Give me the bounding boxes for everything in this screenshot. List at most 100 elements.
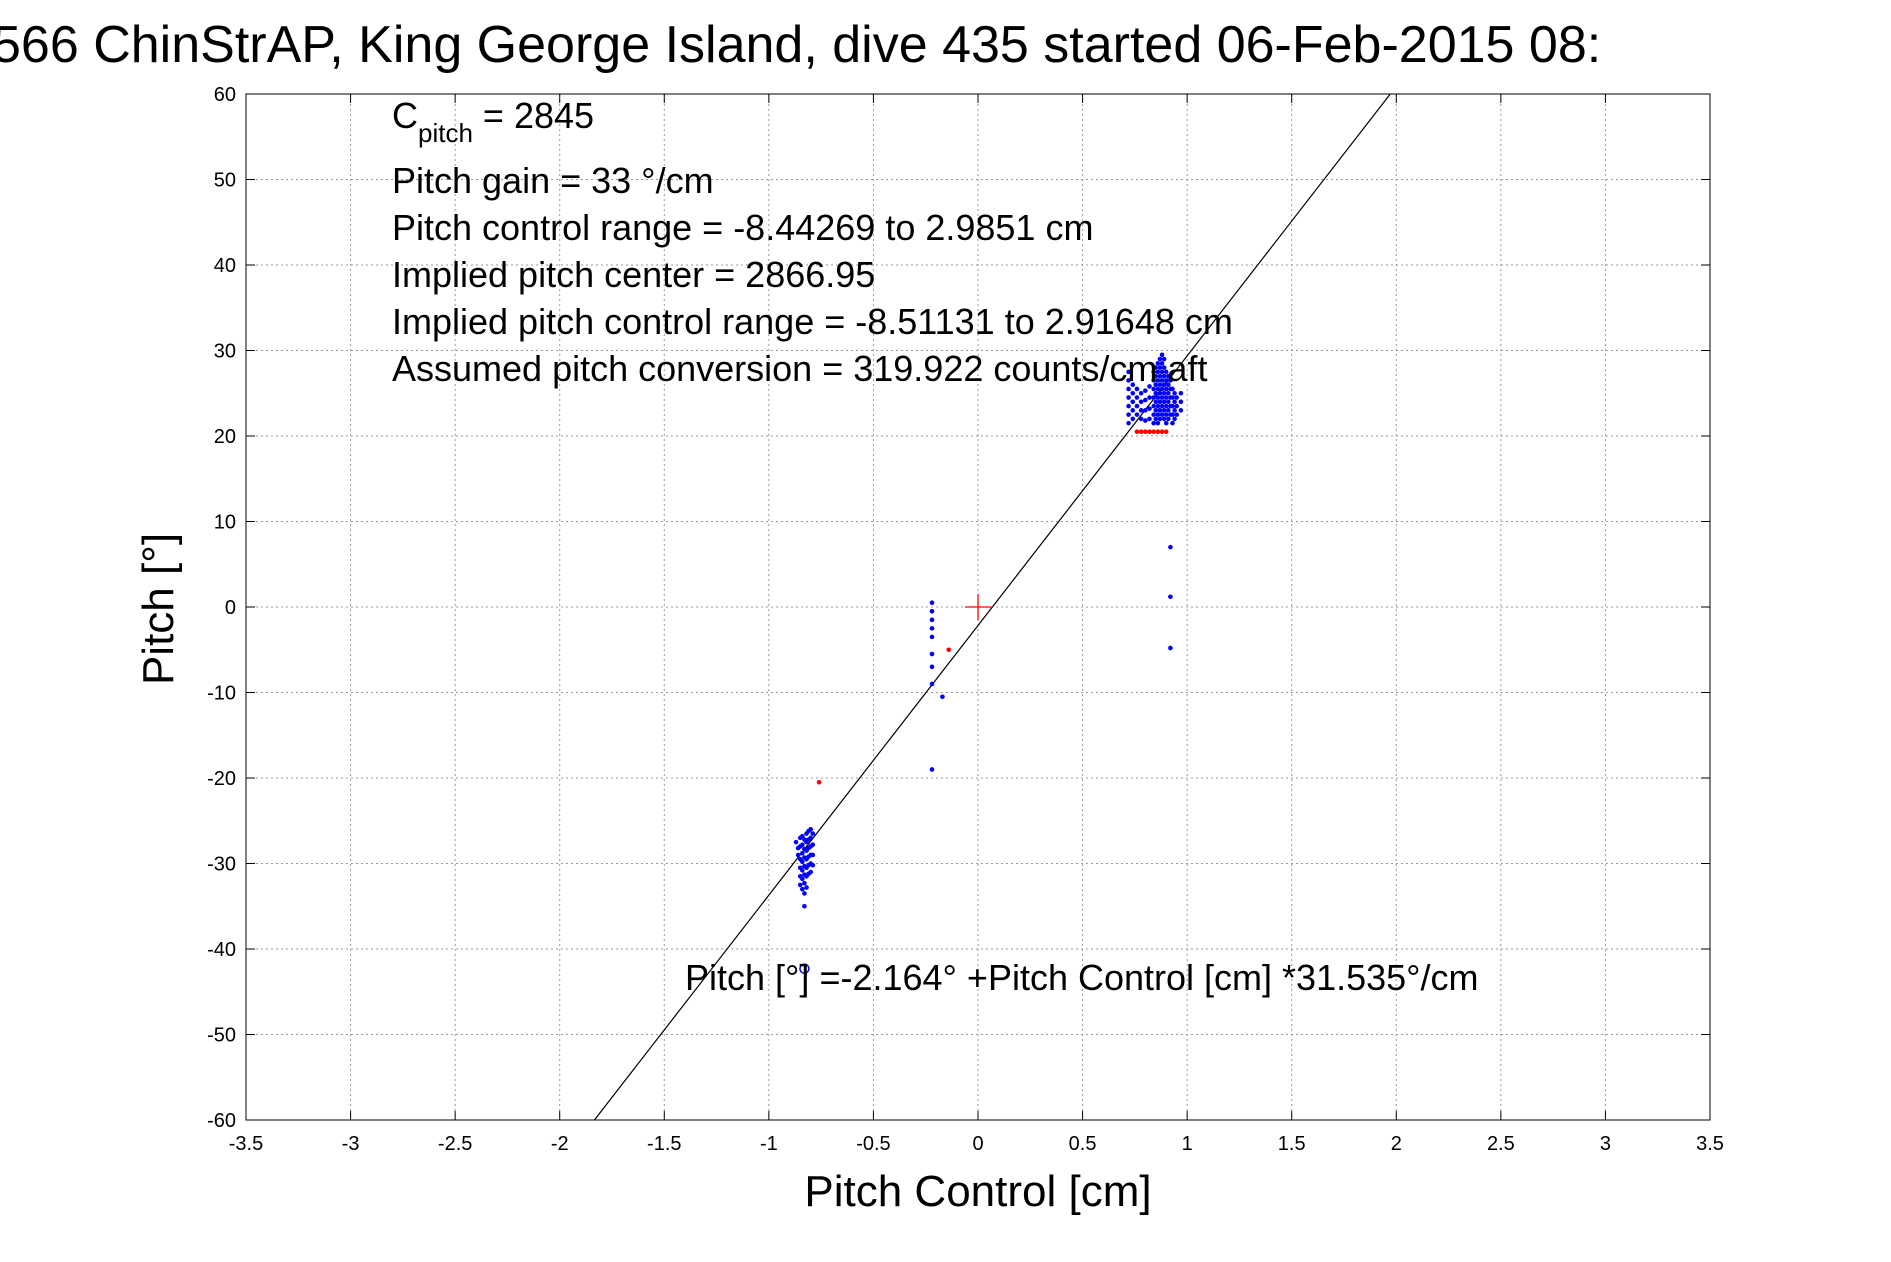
data-point-blue [1178, 399, 1184, 405]
x-tick-label: -1 [760, 1133, 778, 1155]
data-point-red [1151, 429, 1156, 435]
data-point-blue [1163, 420, 1169, 426]
pitch-gain-annotation: Pitch gain = 33 °/cm [392, 160, 714, 201]
data-point-blue [800, 868, 805, 873]
data-point-blue [800, 886, 805, 892]
fit-equation: Pitch [°] =-2.164° +Pitch Control [cm] *… [685, 957, 1479, 998]
data-point-blue [1159, 352, 1165, 358]
x-tick-label: 3 [1600, 1133, 1611, 1155]
data-point-blue [810, 862, 816, 868]
data-point-blue [1161, 373, 1167, 379]
data-point-blue [793, 839, 799, 845]
data-point-blue [804, 885, 809, 890]
data-point-blue [1134, 412, 1140, 417]
data-point-blue [1163, 378, 1169, 383]
data-point-red [946, 647, 952, 653]
fit-line [593, 93, 1391, 1121]
data-point-blue [808, 835, 813, 841]
data-point-blue [1155, 403, 1161, 409]
data-point-blue [1126, 403, 1131, 409]
data-point-blue [1163, 386, 1169, 392]
data-point-blue [940, 694, 945, 700]
data-point-blue [810, 852, 816, 858]
x-tick-label: -2.5 [438, 1133, 472, 1155]
data-point-blue [1126, 395, 1131, 400]
y-tick-label: -50 [207, 1025, 236, 1047]
data-point-blue [1155, 395, 1161, 400]
data-point-blue [1163, 395, 1169, 400]
fit-line-group [593, 93, 1391, 1121]
data-point-blue [1151, 412, 1156, 417]
x-tick-label: 2 [1391, 1133, 1402, 1155]
data-point-blue [1172, 408, 1177, 413]
data-point-blue [1163, 412, 1169, 417]
data-point-blue [1155, 420, 1161, 426]
data-point-blue [1126, 369, 1131, 375]
data-point-blue [800, 876, 805, 882]
data-point-blue [929, 600, 935, 606]
data-point-blue [1155, 378, 1161, 383]
data-point-blue [1147, 406, 1152, 411]
y-tick-label: 10 [214, 512, 236, 534]
y-tick-label: 40 [214, 255, 236, 277]
data-point-blue [1134, 395, 1140, 400]
data-point-blue [1155, 361, 1161, 366]
data-point-blue [1138, 408, 1144, 413]
x-tick-label: -1.5 [647, 1133, 681, 1155]
data-point-blue [1138, 416, 1144, 422]
data-point-blue [1161, 382, 1167, 388]
data-point-blue [1170, 403, 1175, 409]
data-point-blue [1130, 390, 1136, 396]
data-point-blue [1130, 399, 1136, 405]
data-point-red [1134, 429, 1140, 435]
data-point-red [1163, 429, 1169, 435]
data-point-blue [1130, 382, 1136, 388]
data-point-blue [1166, 399, 1171, 405]
data-point-blue [1159, 395, 1165, 400]
data-point-blue [1159, 378, 1165, 383]
data-point-blue [1159, 369, 1165, 375]
data-point-blue [929, 608, 935, 614]
data-point-blue [1170, 412, 1175, 417]
data-point-blue [1126, 386, 1131, 392]
data-point-blue [929, 634, 935, 640]
data-point-blue [1157, 373, 1163, 379]
cpitch-prefix: C [392, 95, 418, 136]
data-point-blue [1155, 412, 1161, 417]
y-tick-label: -40 [207, 939, 236, 961]
y-tick-label: -10 [207, 683, 236, 705]
data-point-blue [810, 831, 816, 836]
y-tick-label: 20 [214, 426, 236, 448]
data-point-blue [1161, 399, 1167, 405]
data-point-blue [1134, 403, 1140, 409]
data-point-blue [1163, 369, 1169, 375]
x-tick-labels: -3.5 -3 -2.5 -2 -1.5 -1 -0.5 0 0.5 1 1.5 2 2.5 3 3.5 [229, 1133, 1724, 1155]
data-point-blue [1168, 594, 1173, 600]
data-point-blue [1153, 390, 1159, 396]
data-point-blue [1157, 365, 1163, 370]
data-point-blue [1147, 395, 1152, 400]
grid [246, 94, 1710, 1120]
pitch-conversion-annotation: Assumed pitch conversion = 319.922 count… [392, 348, 1207, 389]
implied-pitch-center-annotation: Implied pitch center = 2866.95 [392, 254, 875, 295]
data-point-blue [800, 842, 805, 847]
x-tick-label: -3 [342, 1133, 360, 1155]
data-point-blue [1155, 369, 1161, 375]
data-point-blue [1170, 420, 1175, 426]
data-points [793, 352, 1184, 909]
data-point-blue [1138, 399, 1144, 405]
data-point-blue [1159, 386, 1165, 392]
data-point-blue [808, 869, 813, 875]
data-point-blue [929, 617, 935, 623]
data-point-blue [1151, 395, 1156, 400]
y-tick-label: 60 [214, 84, 236, 106]
x-tick-label: 3.5 [1696, 1133, 1724, 1155]
x-tick-label: -0.5 [856, 1133, 890, 1155]
data-point-blue [1161, 365, 1167, 370]
data-point-blue [1157, 390, 1163, 396]
data-point-blue [1174, 395, 1179, 400]
data-point-blue [929, 664, 935, 670]
data-point-blue [1143, 397, 1148, 403]
data-point-blue [1168, 645, 1173, 651]
chart-title: 566 ChinStrAP, King George Island, dive … [0, 16, 1601, 74]
